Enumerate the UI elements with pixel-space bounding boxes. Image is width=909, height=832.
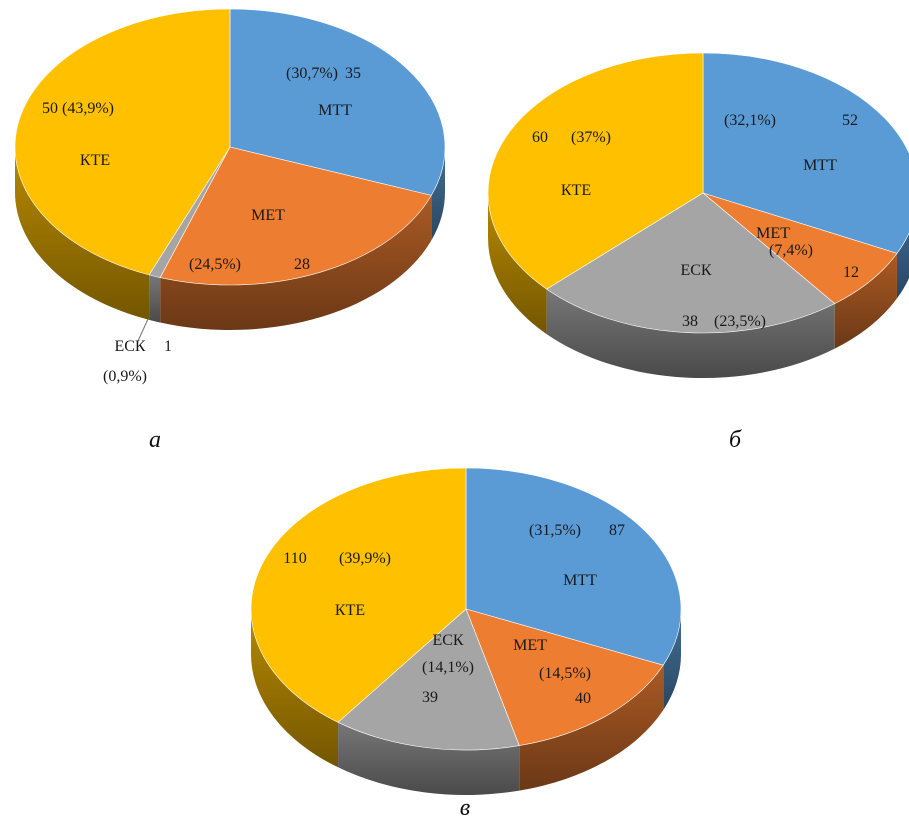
slice-percent-МЕТ: (14,5%)	[539, 665, 591, 682]
slice-name-МТТ: МТТ	[803, 157, 837, 174]
slice-percent-КТЕ: (39,9%)	[339, 550, 391, 567]
side-wall-МТТ	[663, 609, 681, 711]
side-wall-КТЕ	[488, 193, 547, 335]
slice-name-КТЕ: КТЕ	[335, 602, 365, 619]
charts-layer: МТТ (30,7%) 35 МЕТ (24,5%) 28 ЕСК (0,9%) 1 КТЕ (43…	[14, 8, 909, 821]
slice-КТЕ	[487, 52, 704, 290]
slice-value-КТЕ: 110	[283, 550, 306, 567]
slice-КТЕ	[250, 467, 467, 723]
slice-percent-МЕТ: (24,5%)	[189, 256, 241, 273]
side-wall-МЕТ	[519, 665, 664, 791]
slice-ЕСК	[546, 192, 836, 334]
slice-МТТ	[702, 52, 909, 254]
slice-value-ЕСК: 38	[682, 313, 698, 330]
slice-value-МЕТ: 12	[843, 264, 859, 281]
chart-caption: в	[460, 795, 470, 821]
slice-value-МТТ: 52	[842, 112, 858, 129]
pie-chart-2: МТТ (32,1%) 52 МЕТ(7,4%) 12 ЕСК (23,5%) 38 КТЕ (3…	[487, 52, 909, 453]
slice-name-МЕТ: МЕТ	[513, 637, 547, 654]
slice-percent-КТЕ: (37%)	[571, 129, 611, 146]
slice-КТЕ	[14, 8, 231, 276]
slice-name-ЕСК: ЕСК	[680, 262, 711, 279]
slice-value-КТЕ: 60	[532, 129, 548, 146]
slice-value-МТТ: 35	[345, 65, 361, 82]
slice-МЕТ	[465, 608, 664, 746]
side-wall-ЕСК	[149, 274, 161, 323]
chart-caption: б	[729, 427, 742, 453]
slice-value-ЕСК: 39	[422, 689, 438, 706]
pie-chart-3: МТТ (31,5%) 87 МЕТ (14,5%) 40 ЕСК (14,1%) 39 КТЕ (…	[250, 467, 682, 821]
slice-МТТ	[465, 467, 682, 666]
slice-name-МТТ: МТТ	[563, 572, 597, 589]
slice-name-ЕСК: ЕСК	[432, 632, 463, 649]
slice-percent-КТЕ: (43,9%)	[62, 100, 114, 117]
slice-percent-ЕСК: (0,9%)	[103, 368, 147, 385]
chart-caption: а	[149, 427, 161, 453]
side-wall-ЕСК	[546, 289, 835, 378]
slice-percent-МТТ: (32,1%)	[724, 112, 776, 129]
pie-chart-1: МТТ (30,7%) 35 МЕТ (24,5%) 28 ЕСК (0,9%) 1 КТЕ (43…	[14, 8, 446, 453]
side-wall-МЕТ	[160, 195, 432, 330]
slice-МЕТ	[159, 146, 432, 286]
slice-МТТ	[229, 8, 446, 196]
slice-name-МЕТ: МЕТ	[251, 207, 285, 224]
slice-name-МТТ: МТТ	[318, 102, 352, 119]
side-wall-КТЕ	[15, 147, 150, 320]
slice-percent-МЕТ: (7,4%)	[769, 242, 813, 259]
slice-МЕТ	[702, 192, 898, 305]
slice-value-МЕТ: 40	[575, 690, 591, 707]
slice-value-МЕТ: 28	[294, 256, 310, 273]
slice-name-КТЕ: КТЕ	[561, 182, 591, 199]
slice-name-КТЕ: КТЕ	[80, 152, 110, 169]
slice-value-ЕСК: 1	[164, 338, 172, 355]
side-wall-КТЕ	[251, 609, 339, 768]
slice-percent-ЕСК: (14,1%)	[422, 659, 474, 676]
slice-value-КТЕ: 50	[42, 100, 58, 117]
side-wall-ЕСК	[338, 722, 520, 796]
slice-percent-МТТ: (31,5%)	[529, 522, 581, 539]
slice-percent-МТТ: (30,7%)	[286, 65, 338, 82]
slice-name-МЕТ: МЕТ	[756, 225, 790, 242]
side-wall-МТТ	[431, 147, 445, 241]
slice-ЕСК	[337, 608, 520, 751]
slice-percent-ЕСК: (23,5%)	[714, 313, 766, 330]
slice-name-ЕСК: ЕСК	[114, 338, 145, 355]
slice-value-МТТ: 87	[609, 522, 625, 539]
side-wall-МЕТ	[834, 253, 897, 349]
leader-line	[137, 318, 149, 342]
